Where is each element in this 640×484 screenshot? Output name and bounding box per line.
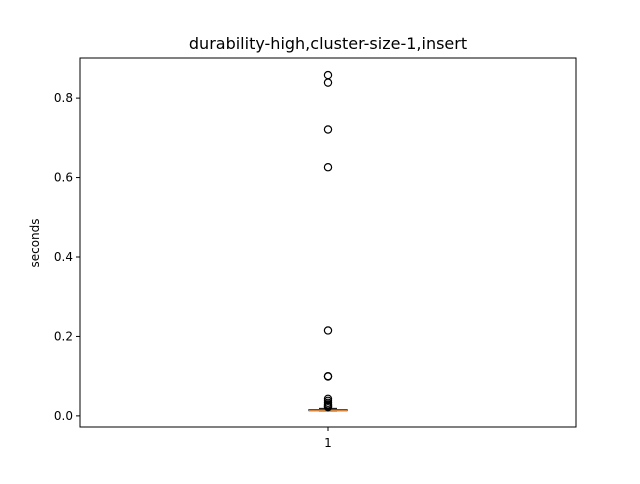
outlier-point bbox=[323, 70, 333, 80]
y-axis-label: seconds bbox=[28, 218, 42, 267]
y-tick-label: 0.2 bbox=[54, 329, 73, 343]
outlier-point bbox=[323, 372, 333, 381]
y-tick-label: 0.8 bbox=[54, 91, 73, 105]
plot-frame bbox=[79, 57, 577, 428]
y-axis: 0.0 0.2 0.4 0.6 0.8 bbox=[54, 91, 80, 423]
outlier-point bbox=[323, 402, 333, 412]
outliers bbox=[323, 70, 333, 412]
outlier-point bbox=[323, 326, 333, 335]
outlier-point bbox=[323, 163, 333, 172]
outlier-point bbox=[323, 125, 333, 134]
y-tick-label: 0.6 bbox=[54, 171, 73, 185]
chart-title: durability-high,cluster-size-1,insert bbox=[189, 34, 467, 53]
outlier-point bbox=[323, 78, 333, 87]
y-tick-label: 0.0 bbox=[54, 409, 73, 423]
y-tick-label: 0.4 bbox=[54, 250, 73, 264]
x-axis: 1 bbox=[324, 427, 332, 450]
x-tick-label: 1 bbox=[324, 436, 332, 450]
